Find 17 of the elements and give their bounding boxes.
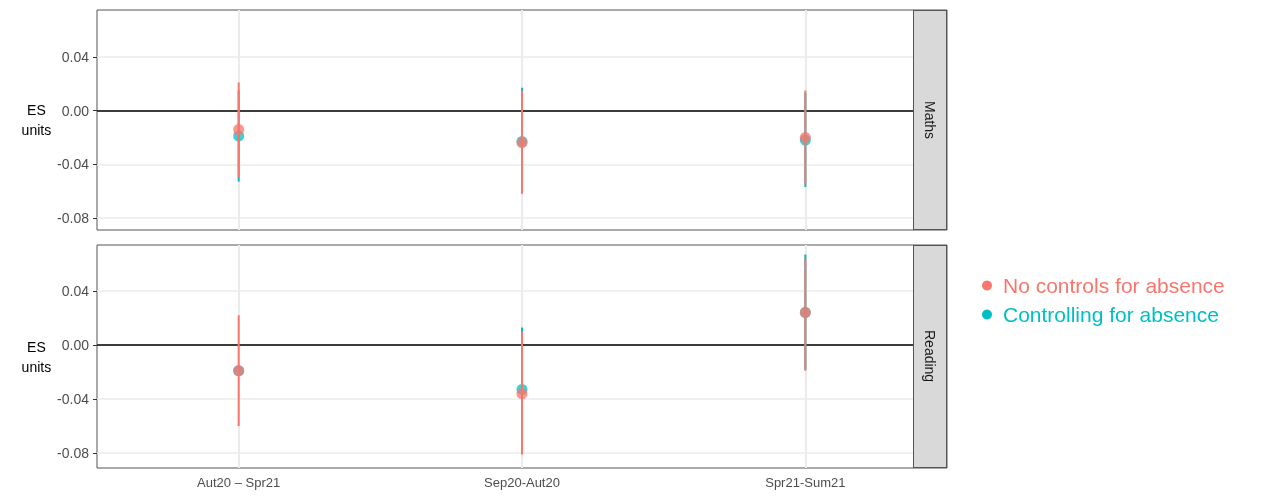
legend-label: Controlling for absence: [1003, 303, 1219, 326]
x-tick-label: Aut20 – Spr21: [197, 475, 281, 490]
y-axis-title: ES units: [21, 338, 52, 375]
y-tick-label: -0.04: [57, 156, 90, 173]
x-tick-label: Spr21-Sum21: [765, 475, 846, 490]
y-tick-label: 0.00: [61, 337, 90, 354]
y-tick-label: 0.00: [61, 102, 90, 119]
y-tick-label: 0.04: [61, 48, 90, 65]
facet-strip: Maths: [913, 10, 947, 230]
legend-label: No controls for absence: [1003, 274, 1225, 297]
y-tick-label: 0.04: [61, 282, 90, 299]
facet-strip: Reading: [913, 245, 947, 468]
y-tick-label: -0.04: [57, 391, 90, 408]
y-tick-label: -0.08: [57, 445, 90, 462]
x-tick-label: Sep20-Aut20: [484, 475, 560, 490]
y-axis-title: ES units: [21, 102, 52, 138]
y-tick-label: -0.08: [57, 209, 90, 226]
